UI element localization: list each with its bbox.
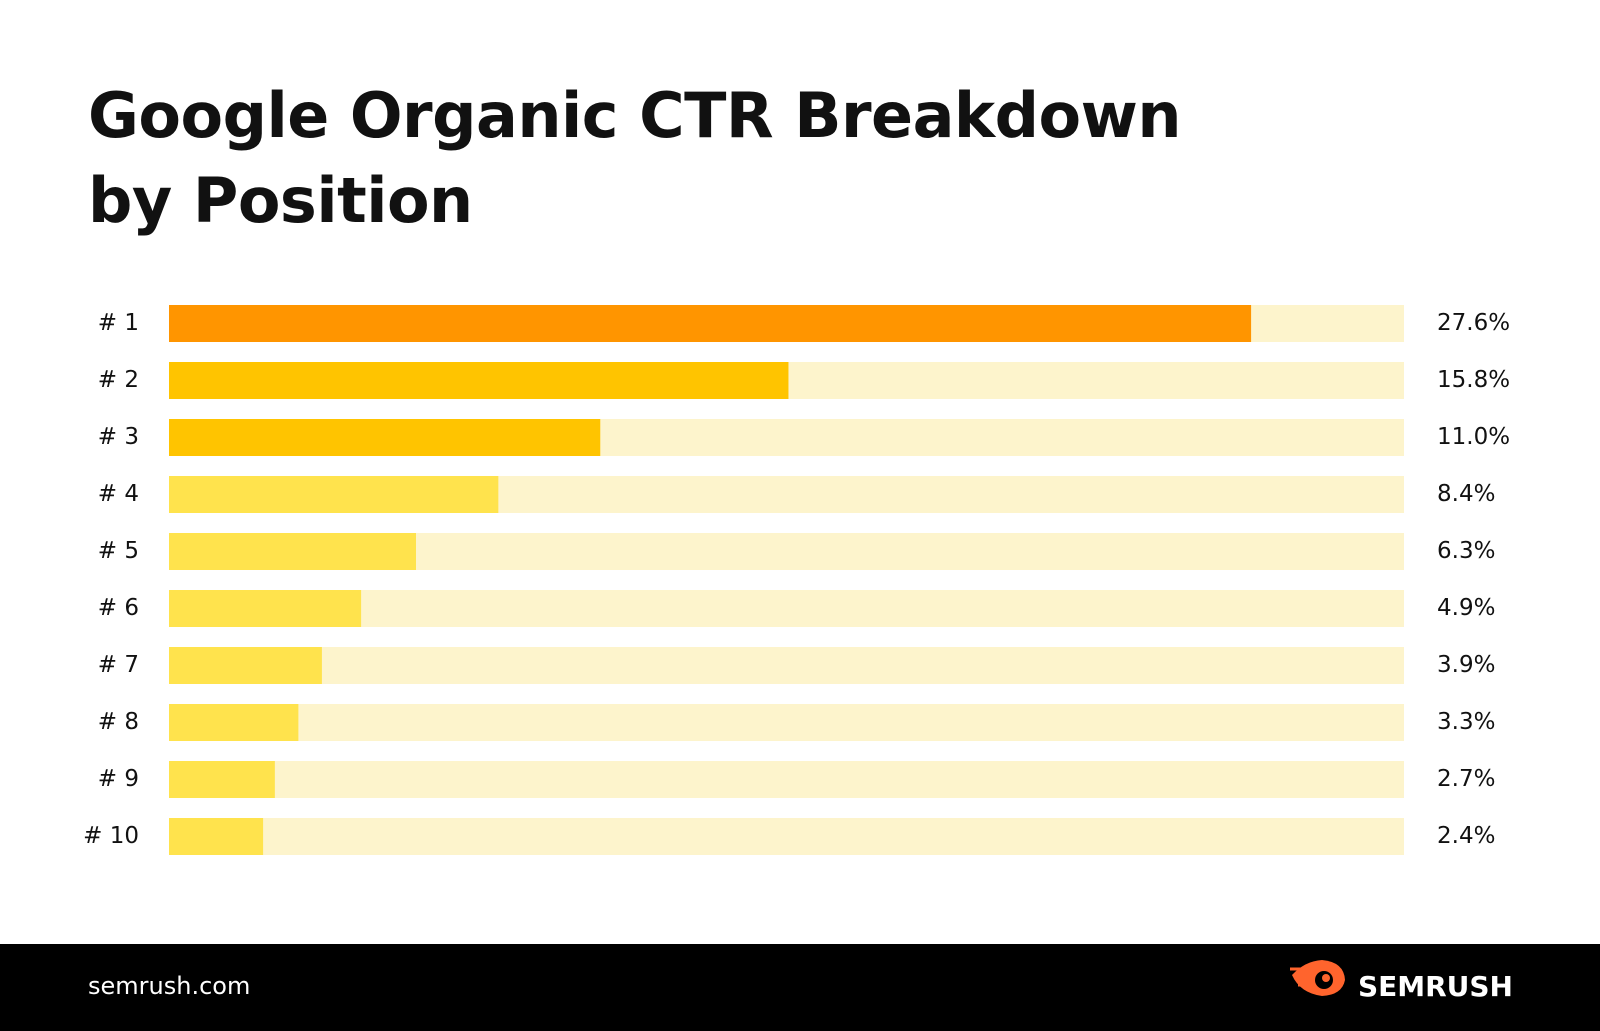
category-label: # 8 — [98, 709, 139, 735]
value-label: 6.3% — [1437, 538, 1495, 564]
chart-title: by Position — [88, 164, 473, 237]
bar — [169, 419, 601, 456]
bar — [169, 476, 499, 513]
bar-track — [169, 818, 1404, 855]
bar — [169, 818, 264, 855]
category-label: # 4 — [98, 481, 139, 507]
category-label: # 10 — [83, 823, 139, 849]
value-label: 3.3% — [1437, 709, 1495, 735]
value-label: 27.6% — [1437, 310, 1510, 336]
bar — [169, 704, 299, 741]
category-label: # 1 — [98, 310, 139, 336]
bar-track — [169, 647, 1404, 684]
category-label: # 5 — [98, 538, 139, 564]
footer-url: semrush.com — [88, 972, 250, 1000]
category-label: # 3 — [98, 424, 139, 450]
bar-track — [169, 761, 1404, 798]
category-label: # 9 — [98, 766, 139, 792]
bar — [169, 647, 322, 684]
bar — [169, 761, 275, 798]
bar — [169, 590, 362, 627]
category-label: # 6 — [98, 595, 139, 621]
value-label: 11.0% — [1437, 424, 1510, 450]
category-label: # 7 — [98, 652, 139, 678]
value-label: 2.4% — [1437, 823, 1495, 849]
bar — [169, 305, 1252, 342]
category-label: # 2 — [98, 367, 139, 393]
value-label: 4.9% — [1437, 595, 1495, 621]
bar-track — [169, 590, 1404, 627]
value-label: 3.9% — [1437, 652, 1495, 678]
value-label: 8.4% — [1437, 481, 1495, 507]
chart-title: Google Organic CTR Breakdown — [88, 79, 1181, 152]
bar — [169, 533, 416, 570]
bar — [169, 362, 789, 399]
footer-brand: SEMRUSH — [1358, 970, 1513, 1003]
value-label: 15.8% — [1437, 367, 1510, 393]
value-label: 2.7% — [1437, 766, 1495, 792]
bar-track — [169, 704, 1404, 741]
brand-logo — [1290, 960, 1345, 996]
